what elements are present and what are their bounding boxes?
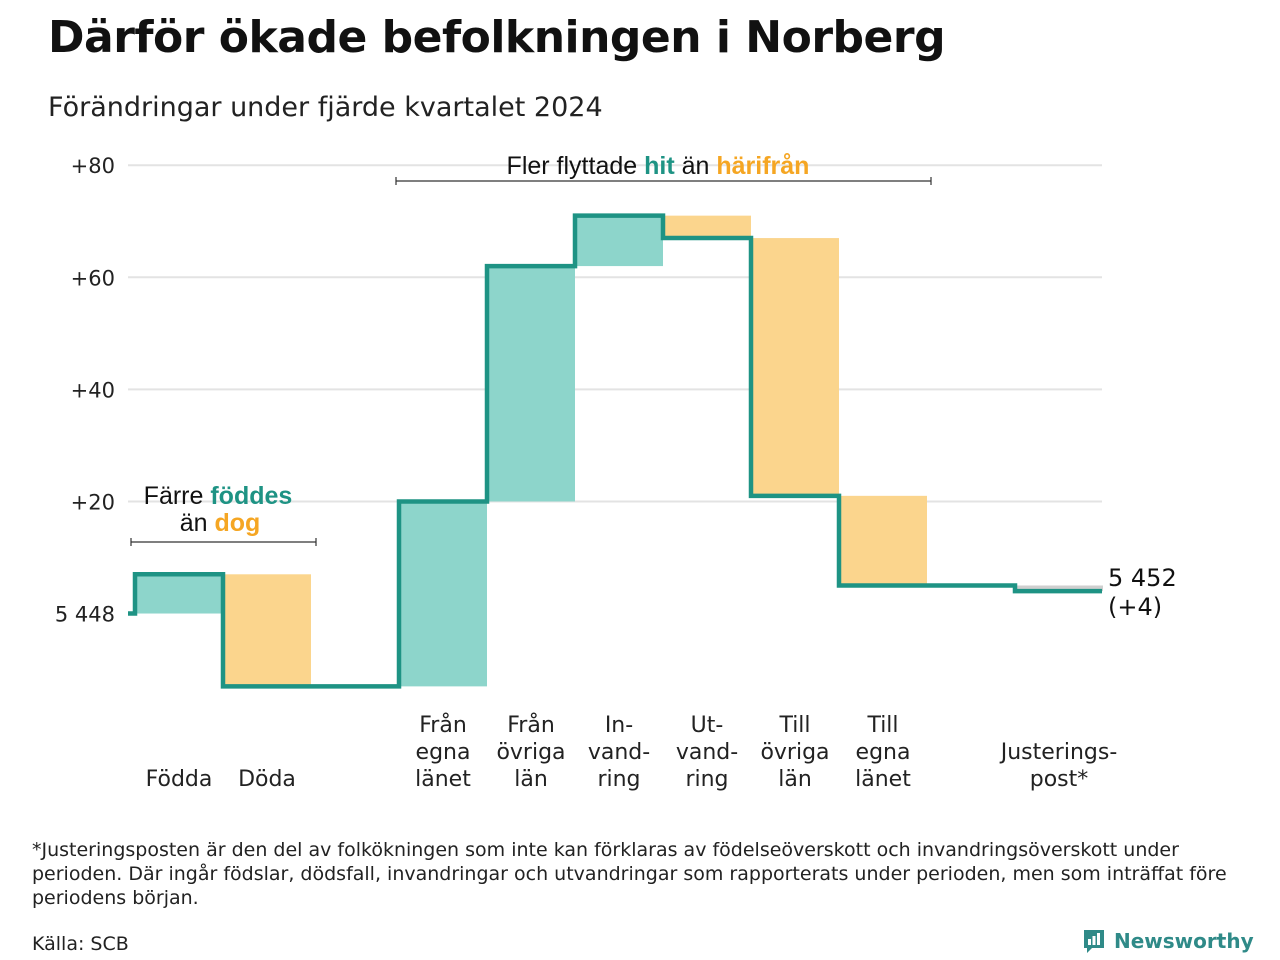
bar-4 <box>575 215 663 267</box>
x-category-label: länet <box>415 767 471 792</box>
annotation-text: Fler flyttade hit än härifrån <box>507 152 810 180</box>
x-category-label: Från <box>419 712 467 738</box>
newsworthy-logo-icon <box>1084 930 1104 953</box>
bar-7 <box>839 495 927 586</box>
x-category-label: Till <box>778 713 810 738</box>
annotation-text-part: än <box>675 152 717 180</box>
annotation-text-part: föddes <box>210 482 292 510</box>
annotation-text-part: härifrån <box>716 152 809 180</box>
x-category-label: länet <box>855 767 911 792</box>
x-category-label: egna <box>856 740 911 765</box>
cumulative-step-line <box>128 213 1102 689</box>
newsworthy-logo-text: Newsworthy <box>1114 929 1254 953</box>
x-category-label: Döda <box>238 767 296 792</box>
annotation-text-part: än <box>180 509 215 537</box>
bar-1 <box>223 574 311 687</box>
bar-6 <box>751 238 839 496</box>
x-category-label: ring <box>685 767 728 792</box>
y-base-label: 5 448 <box>55 603 115 627</box>
end-change-label: (+4) <box>1108 593 1162 621</box>
x-category-label: Till <box>866 713 898 738</box>
chart-subtitle: Förändringar under fjärde kvartalet 2024 <box>48 92 603 123</box>
x-category-label: län <box>778 767 812 792</box>
annotation-text: än dog <box>180 509 261 537</box>
annotation-text-part: hit <box>644 152 675 180</box>
y-tick-label: +60 <box>71 266 115 290</box>
x-category-label: vand- <box>588 740 650 765</box>
footnote: *Justeringsposten är den del av folkökni… <box>32 839 1227 909</box>
x-category-label: övriga <box>760 740 829 765</box>
y-tick-label: +40 <box>71 378 115 402</box>
y-tick-label: +20 <box>71 490 115 514</box>
y-tick-label: +80 <box>71 154 115 178</box>
annotation-text: Färre föddes <box>144 482 293 510</box>
newsworthy-logo: Newsworthy <box>1082 928 1254 954</box>
x-category-label: Ut- <box>691 713 724 738</box>
x-category-label: övriga <box>496 740 565 765</box>
x-category-label: Justerings- <box>999 740 1118 765</box>
x-category-label: vand- <box>676 740 738 765</box>
chart-title: Därför ökade befolkningen i Norberg <box>48 12 946 63</box>
x-category-label: Födda <box>146 767 213 792</box>
bar-3 <box>487 266 575 502</box>
bar-2 <box>399 501 487 687</box>
x-category-label: post* <box>1030 767 1089 792</box>
annotation-text-part: Färre <box>144 482 211 510</box>
x-category-label: In- <box>605 713 633 738</box>
x-category-label: Från <box>507 712 555 738</box>
annotation-text-part: Fler flyttade <box>507 152 645 180</box>
x-category-label: ring <box>597 767 640 792</box>
bar-8 <box>1015 585 1103 592</box>
annotation-text-part: dog <box>214 509 260 537</box>
source-note: Källa: SCB <box>32 933 129 955</box>
end-value-label: 5 452 <box>1108 564 1177 592</box>
x-category-label: egna <box>416 740 471 765</box>
bar-5 <box>663 215 751 239</box>
x-category-label: län <box>514 767 548 792</box>
bar-0 <box>135 574 223 614</box>
